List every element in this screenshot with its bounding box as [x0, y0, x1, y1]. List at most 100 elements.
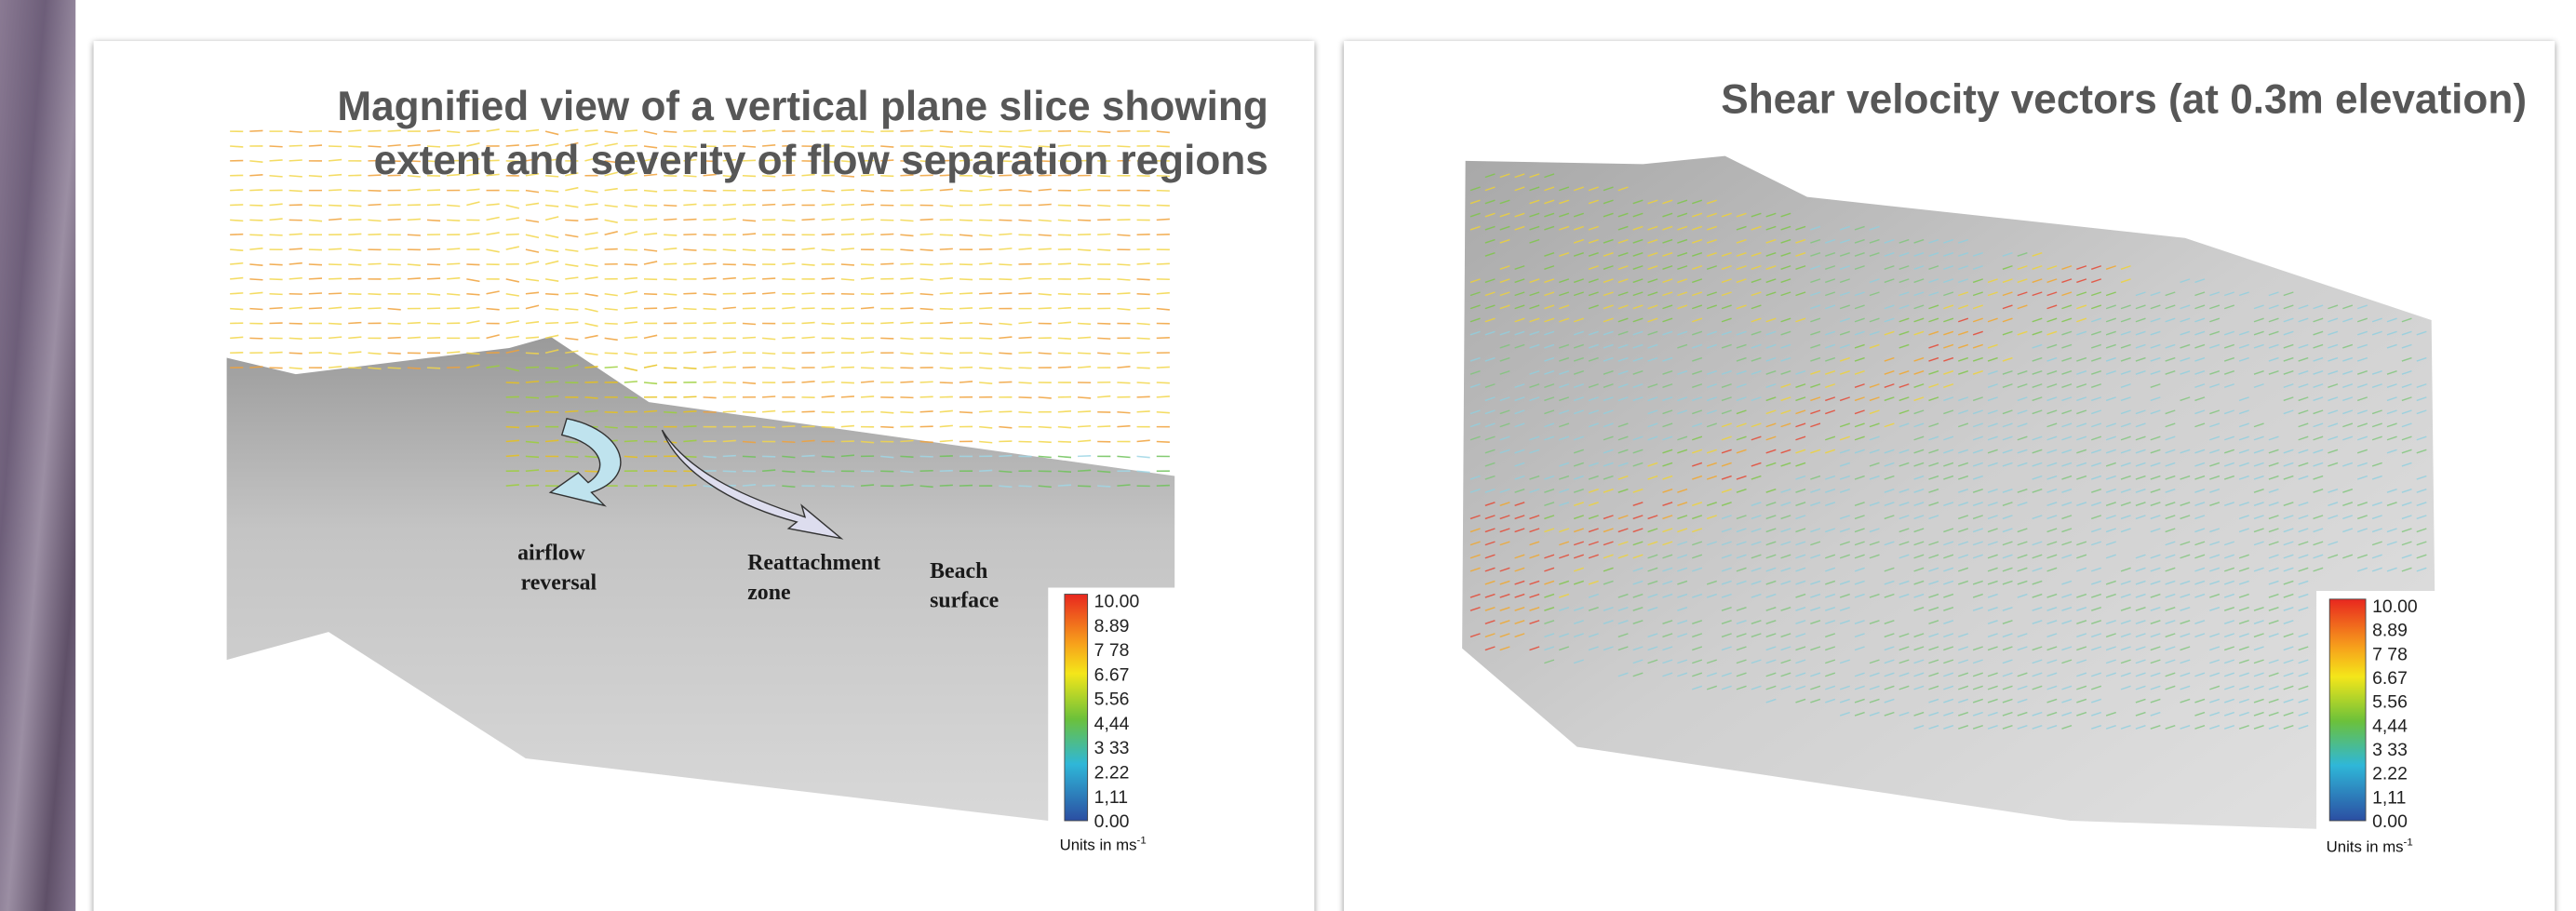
vector	[486, 334, 500, 340]
vector	[2017, 265, 2028, 270]
vector	[2046, 330, 2058, 336]
vector	[1632, 554, 1644, 559]
vector	[1706, 685, 1717, 690]
vector	[1544, 475, 1555, 480]
vector	[2017, 554, 2028, 559]
vector	[1156, 366, 1170, 368]
vector	[1117, 278, 1131, 281]
vector	[525, 202, 540, 207]
vector	[2313, 317, 2324, 323]
vector	[1854, 330, 1865, 336]
vector	[1721, 646, 1732, 651]
vector	[525, 219, 540, 223]
vector	[1647, 462, 1658, 467]
vector	[2401, 343, 2412, 349]
vector	[1810, 422, 1821, 428]
vector	[1706, 515, 1717, 520]
vector	[979, 469, 993, 473]
vector	[2298, 554, 2309, 559]
vector	[2416, 330, 2427, 336]
vector	[1795, 515, 1806, 520]
vector	[1514, 186, 1525, 192]
vector	[979, 307, 993, 310]
vector	[2356, 343, 2368, 349]
vector	[2120, 265, 2131, 270]
vector	[1706, 541, 1717, 546]
vector	[2371, 462, 2382, 467]
vector	[2076, 278, 2087, 284]
vector	[2298, 515, 2309, 520]
vector	[1825, 356, 1836, 362]
vector	[1662, 383, 1673, 388]
vector	[604, 248, 618, 250]
vector	[2165, 356, 2176, 362]
vector	[348, 321, 362, 325]
vector	[979, 174, 993, 178]
vector	[1884, 383, 1895, 388]
vector	[1958, 698, 1969, 703]
vector	[249, 234, 263, 236]
vector	[2283, 725, 2294, 730]
vector	[1632, 199, 1644, 205]
vector	[2091, 343, 2102, 349]
vector	[387, 336, 401, 340]
vector	[1751, 265, 1762, 270]
vector	[2371, 317, 2382, 323]
vector	[624, 455, 637, 459]
vector	[1972, 580, 1983, 585]
vector	[1136, 204, 1150, 207]
vector	[900, 484, 914, 487]
vector	[2076, 330, 2087, 336]
vector	[1469, 528, 1481, 533]
vector	[1928, 554, 1939, 559]
vector	[1898, 383, 1910, 388]
vector	[1721, 528, 1732, 533]
vector	[1736, 251, 1747, 257]
vector	[643, 292, 658, 296]
vector	[1136, 262, 1150, 265]
vector	[683, 174, 697, 178]
vector	[1825, 343, 1836, 349]
vector	[840, 203, 855, 207]
vector	[1736, 488, 1747, 493]
vector	[525, 425, 540, 428]
vector	[1499, 541, 1510, 546]
vector	[2091, 541, 2102, 546]
vector	[1810, 396, 1821, 402]
vector	[1156, 410, 1170, 414]
vector	[762, 352, 776, 355]
vector	[1484, 567, 1496, 572]
vector	[1839, 356, 1850, 362]
vector	[1780, 606, 1791, 611]
vector	[1018, 129, 1032, 132]
vector	[2135, 711, 2146, 717]
vector	[1987, 725, 1998, 730]
vector	[1780, 672, 1791, 677]
vector	[1603, 435, 1614, 441]
vector	[584, 232, 598, 236]
vector	[1706, 396, 1717, 402]
vector	[604, 410, 618, 414]
vector	[1825, 685, 1836, 690]
vector	[1884, 620, 1895, 624]
vector	[1721, 606, 1732, 611]
vector	[840, 248, 855, 250]
vector	[2120, 580, 2131, 585]
vector	[2165, 462, 2176, 467]
vector	[1765, 606, 1777, 611]
vector	[1958, 304, 1969, 310]
vector	[1839, 659, 1850, 664]
vector	[1469, 422, 1481, 428]
vector	[2253, 528, 2264, 533]
vector	[565, 248, 579, 252]
vector	[1795, 554, 1806, 559]
vector	[821, 470, 835, 473]
vector	[1647, 528, 1658, 533]
vector	[2091, 502, 2102, 506]
vector	[1913, 593, 1925, 598]
vector	[1839, 475, 1850, 480]
colorbar-label: 7 78	[1094, 640, 1130, 661]
vector	[2061, 265, 2073, 270]
vector	[2120, 620, 2131, 624]
vector	[2253, 606, 2264, 611]
